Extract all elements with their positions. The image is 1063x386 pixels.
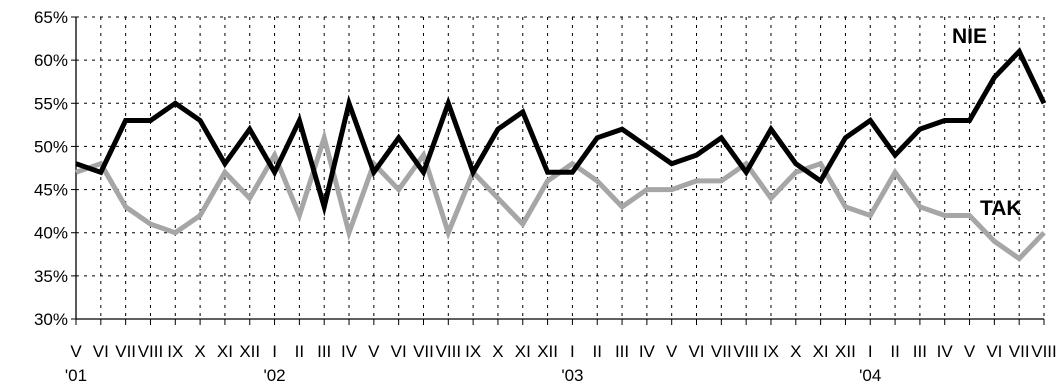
x-tick-label: VIII	[733, 342, 759, 361]
series-label-nie: NIE	[952, 25, 987, 48]
y-tick-label: 60%	[34, 51, 68, 70]
x-tick-label: I	[570, 342, 575, 361]
year-label: '02	[263, 366, 285, 385]
x-tick-label: VIII	[1031, 342, 1057, 361]
x-tick-label: X	[492, 342, 503, 361]
x-tick-label: XII	[239, 342, 260, 361]
series-line-nie	[75, 47, 1047, 217]
year-label: '03	[561, 366, 583, 385]
x-tick-label: II	[593, 342, 602, 361]
x-tick-label: IV	[937, 342, 954, 361]
y-tick-labels: 30% 35% 40% 45% 50% 55% 60% 65%	[34, 8, 68, 329]
year-label: '01	[65, 366, 87, 385]
axes	[71, 16, 1045, 325]
x-tick-label: I	[868, 342, 873, 361]
x-tick-label: VI	[986, 342, 1002, 361]
x-tick-label: V	[368, 342, 380, 361]
x-tick-label: XI	[515, 342, 531, 361]
y-tick-label: 40%	[34, 224, 68, 243]
x-tick-label: V	[666, 342, 678, 361]
x-tick-label: IX	[763, 342, 779, 361]
x-tick-label: VII	[711, 342, 732, 361]
x-tick-label: VII	[413, 342, 434, 361]
x-tick-label: XII	[537, 342, 558, 361]
x-tick-label: IV	[639, 342, 656, 361]
series-lines	[75, 47, 1047, 262]
x-tick-label: IX	[465, 342, 481, 361]
x-tick-label: XI	[813, 342, 829, 361]
x-tick-label: X	[194, 342, 205, 361]
y-tick-label: 50%	[34, 137, 68, 156]
x-tick-label: VIII	[436, 342, 462, 361]
x-tick-label: XI	[217, 342, 233, 361]
x-tick-label: IX	[167, 342, 183, 361]
x-tick-label: II	[890, 342, 899, 361]
x-tick-label: VI	[93, 342, 109, 361]
y-tick-label: 45%	[34, 181, 68, 200]
x-tick-label: II	[295, 342, 304, 361]
x-tick-label: VII	[1009, 342, 1030, 361]
x-tick-label: IV	[341, 342, 358, 361]
x-tick-label: VI	[391, 342, 407, 361]
y-tick-label: 65%	[34, 8, 68, 27]
x-tick-label: I	[272, 342, 277, 361]
series-label-tak: TAK	[980, 197, 1022, 220]
x-tick-labels: V VI VII VIII IX X XI XII I II III IV V VI VII VIII IX X X…	[70, 342, 1056, 361]
y-tick-label: 30%	[34, 310, 68, 329]
x-tick-label: VIII	[138, 342, 164, 361]
x-tick-label: III	[913, 342, 927, 361]
x-tick-label: VII	[115, 342, 136, 361]
y-tick-label: 55%	[34, 94, 68, 113]
year-label: '04	[859, 366, 881, 385]
year-labels: '01 '02 '03 '04	[65, 366, 881, 385]
grid	[76, 16, 1045, 319]
y-tick-label: 35%	[34, 267, 68, 286]
x-tick-label: XII	[835, 342, 856, 361]
x-tick-label: VI	[688, 342, 704, 361]
series-labels: NIE TAK	[952, 25, 1022, 220]
x-tick-label: V	[964, 342, 976, 361]
x-tick-label: III	[615, 342, 629, 361]
x-tick-label: V	[70, 342, 82, 361]
x-tick-label: X	[790, 342, 801, 361]
x-tick-label: III	[317, 342, 331, 361]
